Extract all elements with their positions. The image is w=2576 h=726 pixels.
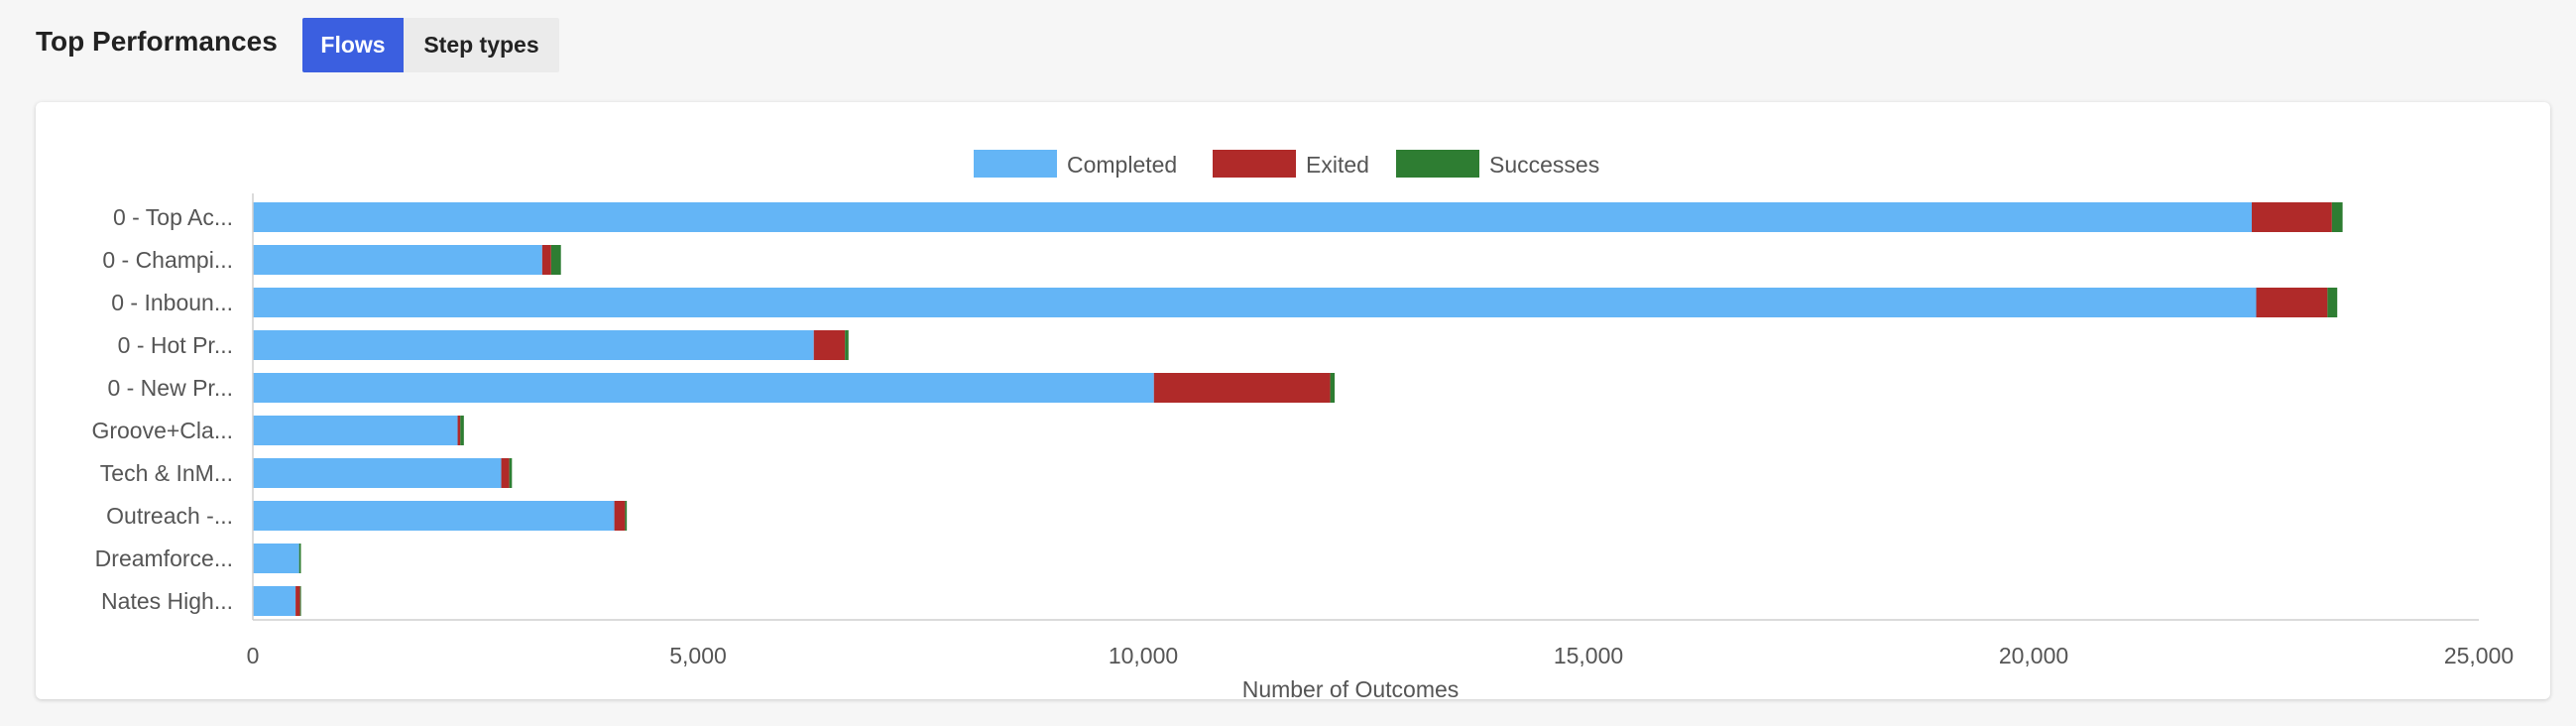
x-tick-label: 10,000 xyxy=(1109,643,1178,668)
category-label: 0 - Inboun... xyxy=(111,290,233,315)
x-tick-label: 5,000 xyxy=(669,643,727,668)
bar-exited xyxy=(813,330,846,360)
bar-completed xyxy=(253,373,1154,403)
bar-exited xyxy=(295,586,300,616)
bar-completed xyxy=(253,544,299,573)
category-label: Dreamforce... xyxy=(95,545,233,571)
legend-label: Successes xyxy=(1489,152,1599,178)
bars xyxy=(253,202,2343,616)
bar-exited xyxy=(2252,202,2332,232)
legend-item-exited[interactable]: Exited xyxy=(1213,150,1369,178)
category-label: Tech & InM... xyxy=(100,460,233,486)
legend-label: Completed xyxy=(1067,152,1177,178)
category-label: Nates High... xyxy=(101,588,233,614)
bar-exited xyxy=(501,458,510,488)
bar-successes xyxy=(460,416,464,445)
x-tick-label: 25,000 xyxy=(2444,643,2514,668)
bar-successes xyxy=(625,501,628,531)
tab-flows[interactable]: Flows xyxy=(302,18,404,72)
bar-successes xyxy=(298,544,301,573)
legend-item-completed[interactable]: Completed xyxy=(974,150,1177,178)
x-axis-title: Number of Outcomes xyxy=(1242,676,1460,699)
category-label: Outreach -... xyxy=(106,503,233,529)
header: Top Performances Flows Step types xyxy=(0,0,2576,89)
chart-legend: Completed Exited Successes xyxy=(974,150,1599,178)
bar-successes xyxy=(299,586,301,616)
bar-successes xyxy=(845,330,849,360)
legend-item-successes[interactable]: Successes xyxy=(1396,150,1599,178)
x-tick-label: 20,000 xyxy=(1999,643,2068,668)
bar-exited xyxy=(457,416,461,445)
category-label: 0 - New Pr... xyxy=(107,375,233,401)
bar-successes xyxy=(2327,288,2338,317)
legend-swatch xyxy=(1213,150,1296,178)
bar-completed xyxy=(253,330,814,360)
bar-successes xyxy=(1330,373,1336,403)
bar-completed xyxy=(253,288,2257,317)
bar-completed xyxy=(253,586,296,616)
category-label: 0 - Top Ac... xyxy=(113,204,233,230)
bar-completed xyxy=(253,245,542,275)
bar-exited xyxy=(2256,288,2328,317)
chart-card: Completed Exited Successes 0 - Top Ac... 0 … xyxy=(36,102,2550,702)
view-tabs: Flows Step types xyxy=(302,18,559,72)
bar-successes xyxy=(509,458,513,488)
x-tick-label: 15,000 xyxy=(1554,643,1623,668)
bar-completed xyxy=(253,458,502,488)
category-label: Groove+Cla... xyxy=(91,418,233,443)
bar-completed xyxy=(253,501,615,531)
x-tick-label: 0 xyxy=(247,643,260,668)
bar-successes xyxy=(550,245,561,275)
category-labels: 0 - Top Ac... 0 - Champi... 0 - Inboun... 0… xyxy=(91,204,233,614)
x-axis: 0 5,000 10,000 15,000 20,000 25,000 Number of … xyxy=(247,193,2514,702)
page-title: Top Performances xyxy=(36,26,278,57)
legend-swatch xyxy=(1396,150,1479,178)
bar-exited xyxy=(614,501,626,531)
bar-completed xyxy=(253,416,458,445)
bar-exited xyxy=(1153,373,1331,403)
category-label: 0 - Hot Pr... xyxy=(118,332,233,358)
legend-label: Exited xyxy=(1306,152,1369,178)
bar-completed xyxy=(253,202,2253,232)
outcomes-bar-chart: Completed Exited Successes 0 - Top Ac...0 … xyxy=(91,150,2514,702)
legend-swatch xyxy=(974,150,1057,178)
bar-exited xyxy=(541,245,551,275)
category-label: 0 - Champi... xyxy=(102,247,233,273)
tab-step-types[interactable]: Step types xyxy=(404,18,559,72)
bar-successes xyxy=(2331,202,2343,232)
